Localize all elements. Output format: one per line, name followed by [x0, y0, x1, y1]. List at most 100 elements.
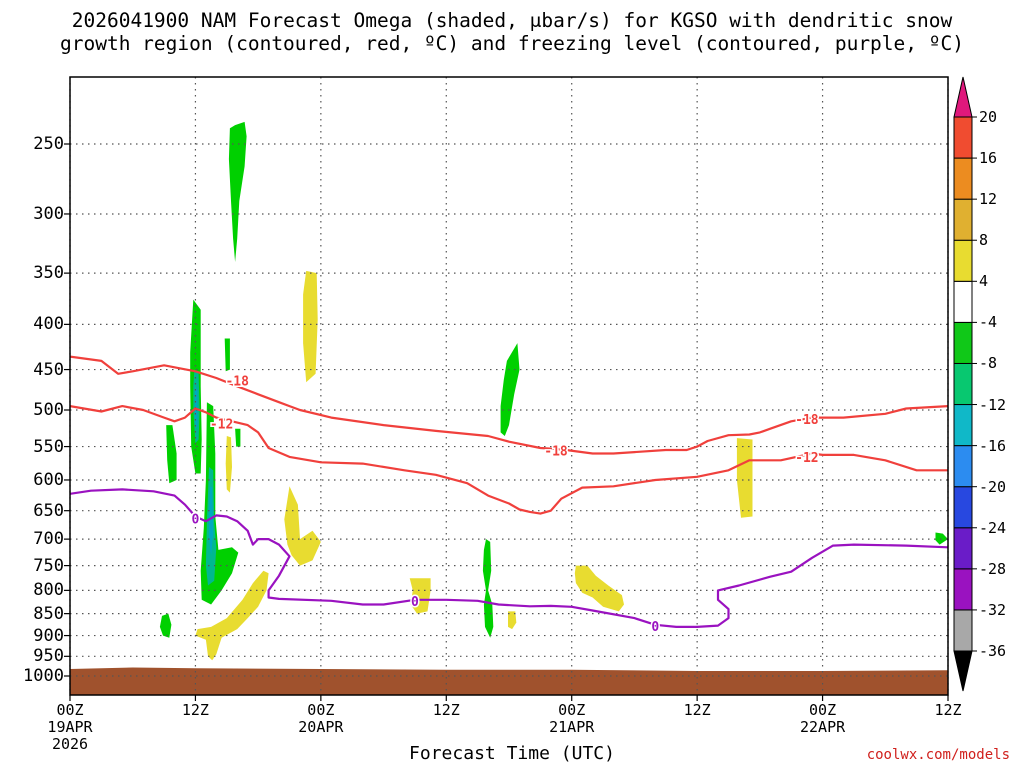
omega-shaded-region-4 [166, 425, 177, 484]
omega-shaded-region-10 [159, 613, 172, 638]
contour-label: -12 [795, 451, 818, 466]
y-tick-label: 550 [33, 436, 64, 457]
colorbar-tick-label: 20 [979, 108, 998, 126]
y-tick-label: 600 [33, 469, 64, 490]
colorbar-swatch [953, 198, 973, 241]
colorbar-swatch [953, 280, 973, 323]
colorbar-tick-label: -12 [979, 395, 1007, 414]
contour-label: -18 [795, 413, 819, 428]
colorbar-tick-label: -32 [979, 600, 1007, 619]
chart-title-line-1: 2026041900 NAM Forecast Omega (shaded, μ… [71, 9, 953, 32]
colorbar-tick-label: -24 [979, 518, 1007, 537]
ground-surface-layer [70, 667, 948, 695]
omega-shaded-region-16 [284, 486, 321, 566]
y-tick-label: 800 [33, 580, 64, 601]
y-tick-label: 1000 [23, 666, 64, 686]
x-tick-label: 12Z [934, 701, 962, 719]
colorbar-tick-label: -4 [979, 313, 998, 332]
contour-label: 0 [192, 512, 200, 527]
colorbar-swatch [953, 404, 973, 447]
x-tick-label: 2026 [51, 735, 89, 753]
y-tick-label: 950 [33, 646, 64, 667]
omega-shaded-region-6 [235, 428, 241, 447]
colorbar-under-arrow [953, 650, 973, 692]
y-tick-label: 250 [33, 134, 64, 154]
omega-shaded-region-18 [409, 578, 431, 614]
x-tick-label: 12Z [683, 701, 711, 719]
omega-shaded-region-15 [225, 436, 232, 493]
x-tick-label: 21APR [549, 718, 595, 736]
contour-label: 0 [411, 595, 419, 610]
colorbar-tick-label: -36 [979, 642, 1007, 660]
x-tick-label: 20APR [298, 718, 344, 736]
y-tick-label: 400 [33, 314, 64, 335]
x-tick-label: 00Z [307, 701, 335, 719]
colorbar-tick-label: 4 [979, 272, 989, 291]
contour-label: -18 [544, 445, 568, 460]
omega-shaded-areas [159, 121, 948, 661]
x-tick-label: 12Z [432, 701, 460, 719]
omega-shaded-region-11 [500, 343, 520, 436]
colorbar-tick-label: -16 [979, 436, 1007, 455]
colorbar-swatch [953, 321, 973, 364]
colorbar-swatch [953, 239, 973, 282]
colorbar-tick-label: -8 [979, 354, 998, 373]
colorbar-swatch [953, 116, 973, 159]
colorbar-swatch [953, 157, 973, 200]
x-tick-label: 12Z [181, 701, 209, 719]
contour-line [70, 405, 948, 515]
x-tick-label: 19APR [47, 718, 93, 736]
x-tick-label: 00Z [809, 701, 837, 719]
omega-colorbar [953, 76, 977, 692]
omega-shaded-region-19 [508, 611, 517, 630]
plot-frame [64, 76, 949, 701]
omega-shaded-region-13 [935, 532, 948, 545]
colorbar-tick-label: -28 [979, 559, 1007, 578]
y-tick-label: 650 [33, 500, 64, 521]
contour-label: 0 [651, 620, 659, 635]
omega-shaded-region-9 [209, 486, 214, 556]
colorbar-swatch [953, 445, 973, 488]
y-tick-label: 750 [33, 555, 64, 576]
gridlines [69, 77, 949, 695]
x-axis-label: Forecast Time (UTC) [409, 743, 615, 764]
omega-shaded-region-12 [482, 539, 494, 638]
colorbar-tick-label: 12 [979, 190, 998, 209]
omega-shaded-region-3 [194, 386, 198, 429]
omega-shaded-region-14 [303, 270, 318, 383]
colorbar-tick-label: -20 [979, 477, 1007, 496]
contour-line [70, 355, 948, 455]
y-tick-label: 350 [33, 263, 64, 284]
plot-border [69, 76, 949, 696]
x-tick-label: 22APR [799, 718, 846, 736]
y-tick-label: 450 [33, 359, 64, 380]
omega-shaded-region-20 [574, 565, 624, 612]
colorbar-swatch [953, 527, 973, 570]
x-tick-label: 00Z [56, 701, 84, 719]
colorbar-tick-label: 16 [979, 149, 998, 168]
credit-link[interactable]: coolwx.com/models [866, 747, 1010, 763]
colorbar-swatch [953, 609, 973, 652]
ground-surface-area [70, 667, 948, 695]
colorbar-over-arrow [953, 76, 973, 118]
colorbar-swatch [953, 486, 973, 529]
y-tick-label: 700 [33, 529, 64, 550]
contour-line [70, 488, 948, 628]
y-tick-label: 300 [33, 203, 64, 224]
colorbar-swatch [953, 568, 973, 611]
contour-label: -18 [225, 374, 249, 389]
x-tick-label: 00Z [558, 701, 586, 719]
omega-shaded-region-5 [224, 338, 230, 372]
omega-shaded-region-21 [736, 438, 753, 518]
colorbar-swatch [953, 362, 973, 406]
colorbar-tick-label: 8 [979, 231, 989, 250]
omega-shaded-region-0 [228, 121, 247, 263]
y-tick-label: 850 [33, 603, 64, 624]
y-tick-label: 500 [33, 400, 64, 420]
omega-shaded-region-17 [195, 570, 269, 661]
y-tick-label: 900 [33, 625, 64, 646]
contour-label: -12 [210, 418, 233, 433]
temperature-contours: -18 -18 -18 -12 -12 0 0 0 [70, 355, 948, 637]
chart-title-line-2: growth region (contoured, red, ºC) and f… [60, 32, 964, 55]
